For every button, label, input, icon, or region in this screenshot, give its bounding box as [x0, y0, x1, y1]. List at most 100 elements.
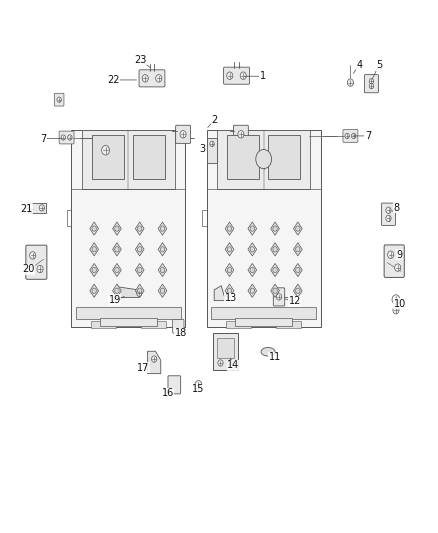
Text: 10: 10	[394, 299, 406, 309]
Polygon shape	[248, 243, 257, 256]
Bar	[276, 321, 301, 328]
Text: 11: 11	[269, 352, 281, 362]
Circle shape	[37, 265, 43, 273]
Circle shape	[296, 288, 300, 293]
Polygon shape	[90, 222, 99, 235]
Text: 8: 8	[393, 203, 399, 213]
Circle shape	[273, 226, 277, 231]
Circle shape	[256, 150, 272, 169]
Circle shape	[347, 79, 353, 86]
Text: 16: 16	[162, 389, 174, 398]
Circle shape	[138, 226, 142, 231]
Bar	[100, 318, 157, 326]
Polygon shape	[248, 222, 257, 235]
Circle shape	[160, 226, 165, 231]
Circle shape	[273, 288, 277, 293]
FancyBboxPatch shape	[273, 288, 285, 306]
Text: 15: 15	[192, 384, 204, 394]
Polygon shape	[90, 243, 99, 256]
Text: 7: 7	[365, 131, 371, 141]
Circle shape	[155, 75, 162, 82]
FancyBboxPatch shape	[381, 203, 396, 225]
Text: 18: 18	[175, 328, 187, 338]
Polygon shape	[225, 263, 234, 277]
Circle shape	[30, 252, 36, 259]
Polygon shape	[135, 263, 144, 277]
Circle shape	[296, 247, 300, 252]
FancyBboxPatch shape	[168, 376, 180, 394]
Text: 22: 22	[107, 75, 119, 85]
Bar	[207, 130, 321, 327]
Circle shape	[210, 141, 214, 147]
Circle shape	[386, 215, 391, 222]
Circle shape	[250, 288, 254, 293]
Polygon shape	[293, 263, 302, 277]
Circle shape	[152, 356, 157, 362]
Circle shape	[392, 295, 400, 304]
Polygon shape	[113, 284, 121, 297]
Circle shape	[39, 205, 45, 211]
Circle shape	[92, 288, 96, 293]
Polygon shape	[158, 222, 167, 235]
Polygon shape	[90, 284, 99, 297]
Circle shape	[296, 268, 300, 273]
Circle shape	[115, 247, 119, 252]
Polygon shape	[113, 222, 121, 235]
Circle shape	[67, 135, 72, 140]
Bar	[226, 321, 251, 328]
Text: 13: 13	[225, 294, 237, 303]
Circle shape	[250, 247, 254, 252]
Bar	[211, 306, 316, 319]
Text: 5: 5	[376, 60, 382, 70]
FancyBboxPatch shape	[364, 75, 378, 93]
Circle shape	[115, 226, 119, 231]
Circle shape	[92, 247, 96, 252]
Text: 4: 4	[356, 60, 362, 70]
Circle shape	[102, 146, 110, 155]
Text: 21: 21	[20, 204, 32, 214]
Text: 1: 1	[260, 71, 266, 81]
Text: 17: 17	[137, 363, 149, 373]
Circle shape	[160, 268, 165, 273]
Circle shape	[227, 268, 232, 273]
Circle shape	[351, 133, 356, 139]
Ellipse shape	[261, 348, 275, 356]
Polygon shape	[113, 263, 121, 277]
Bar	[91, 321, 116, 328]
Circle shape	[115, 288, 119, 293]
Circle shape	[160, 288, 165, 293]
Circle shape	[142, 75, 148, 82]
Polygon shape	[90, 263, 99, 277]
FancyBboxPatch shape	[54, 93, 64, 106]
FancyBboxPatch shape	[343, 130, 358, 142]
Polygon shape	[271, 284, 279, 297]
Polygon shape	[148, 351, 161, 374]
Circle shape	[137, 290, 142, 296]
FancyBboxPatch shape	[233, 125, 248, 143]
Polygon shape	[225, 243, 234, 256]
Polygon shape	[271, 222, 279, 235]
Bar	[207, 138, 217, 163]
Circle shape	[345, 133, 350, 139]
Bar	[81, 130, 175, 189]
Circle shape	[227, 72, 233, 79]
Polygon shape	[113, 243, 121, 256]
Circle shape	[388, 251, 394, 259]
Text: 3: 3	[199, 144, 205, 154]
Circle shape	[276, 294, 282, 300]
Polygon shape	[135, 222, 144, 235]
Polygon shape	[214, 286, 226, 301]
Bar	[213, 333, 238, 370]
Text: 14: 14	[227, 360, 240, 370]
Polygon shape	[293, 284, 302, 297]
Polygon shape	[248, 284, 257, 297]
Text: 23: 23	[134, 55, 146, 64]
Circle shape	[138, 288, 142, 293]
FancyBboxPatch shape	[176, 125, 191, 143]
Polygon shape	[225, 222, 234, 235]
FancyBboxPatch shape	[26, 245, 47, 279]
Bar	[141, 321, 166, 328]
FancyBboxPatch shape	[224, 67, 250, 84]
Bar	[227, 135, 259, 179]
Circle shape	[273, 268, 277, 273]
